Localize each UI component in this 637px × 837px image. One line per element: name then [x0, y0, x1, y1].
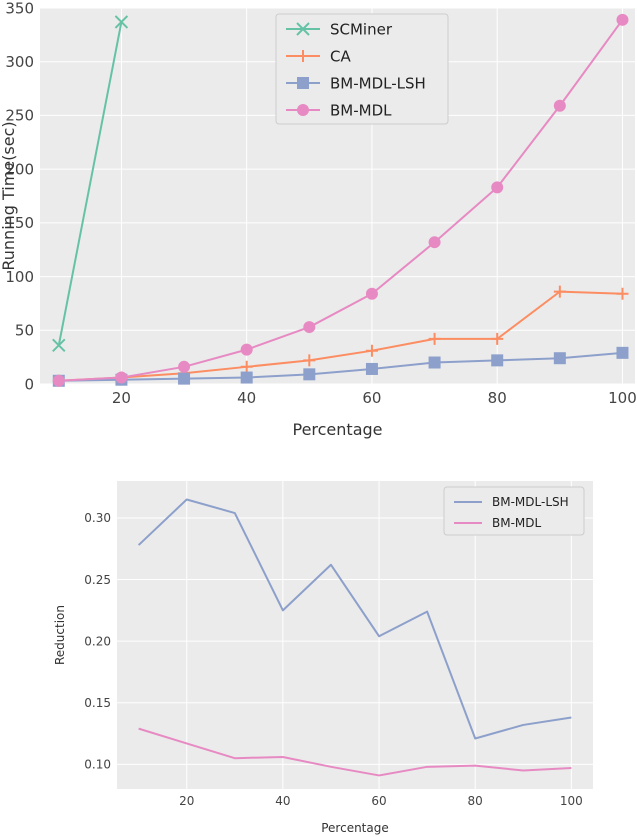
y-axis-title: Reduction: [53, 605, 67, 665]
data-point: [240, 371, 253, 384]
x-tick-label: 40: [237, 389, 256, 407]
x-tick-label: 100: [560, 794, 583, 808]
data-point: [303, 321, 316, 334]
data-point: [303, 368, 316, 381]
data-point: [616, 346, 629, 359]
x-tick-label: 60: [371, 794, 386, 808]
x-tick-label: 20: [179, 794, 194, 808]
data-point: [365, 287, 378, 300]
data-point: [52, 374, 65, 387]
data-point: [178, 360, 191, 373]
series-scminer: [52, 15, 129, 353]
series-bm-mdl-lsh: [137, 498, 572, 740]
data-point: [428, 236, 441, 249]
x-axis-title: Percentage: [292, 420, 382, 439]
data-point: [114, 15, 129, 29]
chart-1: 20 40 60 80 100 0 50 100 150 200 250 300 350 Percenta…: [0, 0, 637, 439]
y-tick-label: 100: [5, 268, 34, 286]
series-bm-mdl: [52, 13, 629, 387]
y-tick-label: 200: [5, 160, 34, 178]
data-point: [428, 332, 441, 345]
data-point: [303, 354, 316, 367]
y-axis-title: Running Time(sec): [0, 121, 18, 270]
data-point: [491, 354, 504, 367]
legend-label: BM-MDL-LSH: [492, 495, 569, 509]
data-point: [365, 344, 378, 357]
y-tick-label: 250: [5, 107, 34, 125]
legend-marker: [297, 104, 309, 116]
y-tick-label: 50: [15, 322, 34, 340]
data-point: [240, 360, 253, 373]
legend-label: SCMiner: [330, 20, 393, 38]
y-tick-label: 0.15: [84, 696, 111, 710]
data-point: [178, 372, 191, 385]
y-tick-label: 0.25: [84, 573, 111, 587]
chart-2: 20 40 60 80 100 0.10 0.15 0.20 0.25 0.30 Percentag…: [53, 481, 593, 835]
data-point: [616, 13, 629, 26]
legend-box: [275, 13, 449, 125]
data-point: [115, 371, 128, 384]
data-point: [553, 285, 566, 298]
data-point: [428, 356, 441, 369]
legend-label: BM-MDL-LSH: [330, 74, 426, 92]
series-bm-mdl: [138, 727, 572, 777]
series-line: [57, 21, 123, 346]
x-tick-label: 60: [362, 389, 381, 407]
data-point: [240, 343, 253, 356]
y-tick-label: 0.20: [84, 634, 111, 648]
series-line: [138, 727, 572, 777]
data-point: [491, 332, 504, 345]
legend-label: BM-MDL: [492, 516, 542, 530]
series-line: [137, 498, 572, 740]
x-tick-label: 100: [608, 389, 637, 407]
y-tick-label: 0.30: [84, 511, 111, 525]
legend-label: CA: [330, 47, 351, 65]
data-point: [553, 352, 566, 365]
y-tick-label: 0: [24, 375, 34, 393]
series-line: [58, 290, 623, 382]
y-tick-label: 150: [5, 214, 34, 232]
data-point: [491, 181, 504, 194]
series-line: [58, 19, 624, 382]
legend: BM-MDL-LSH BM-MDL: [443, 486, 585, 536]
legend-label: BM-MDL: [330, 101, 392, 119]
y-tick-label: 300: [5, 53, 34, 71]
legend-marker: [297, 77, 309, 89]
legend: SCMiner CA BM-MDL-LSH BM-MDL: [275, 13, 449, 125]
x-tick-label: 20: [112, 389, 131, 407]
series-line: [58, 351, 623, 382]
x-tick-label: 80: [488, 389, 507, 407]
data-point: [52, 338, 66, 353]
x-axis-title: Percentage: [321, 821, 389, 835]
x-tick-label: 80: [468, 794, 483, 808]
legend-marker: [297, 50, 309, 62]
x-tick-label: 40: [275, 794, 290, 808]
data-point: [365, 362, 378, 375]
data-point: [553, 99, 566, 112]
legend-marker: [296, 22, 310, 36]
data-point: [616, 287, 629, 300]
y-tick-label: 0.10: [84, 758, 111, 772]
y-tick-label: 350: [5, 0, 34, 17]
